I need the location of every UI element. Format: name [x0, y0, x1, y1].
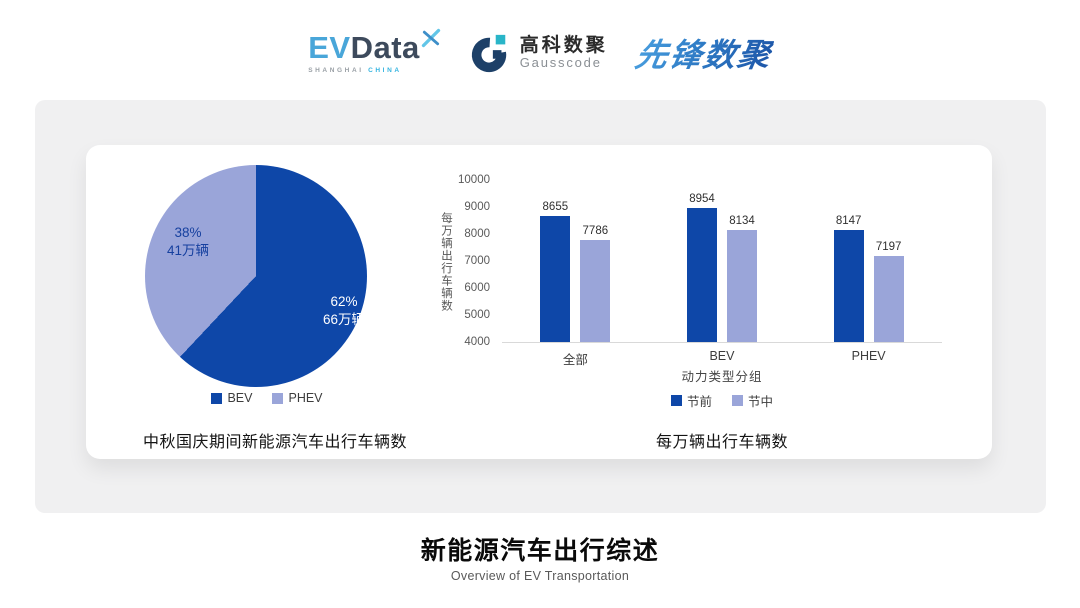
- evdata-data-text: Data: [350, 29, 420, 65]
- y-tick-label: 9000: [464, 201, 490, 213]
- y-tick-label: 7000: [464, 255, 490, 267]
- bar-value-label: 8134: [729, 215, 755, 228]
- legend-swatch-icon: [732, 395, 743, 406]
- legend-label: BEV: [227, 391, 253, 405]
- legend-swatch-icon: [272, 392, 284, 404]
- logo-evdata: EV Data SHANGHAI CHINA: [308, 28, 441, 75]
- page-subtitle: Overview of EV Transportation: [450, 569, 630, 583]
- evdata-sub-shanghai: SHANGHAI: [308, 66, 364, 74]
- bar-value-label: 8954: [689, 193, 715, 206]
- bar-y-axis-title: 每万辆出行车辆数: [440, 212, 452, 312]
- bev-pct-text: 62%: [330, 293, 358, 309]
- gausscode-cn-label: 高科数聚: [519, 34, 608, 56]
- y-tick-label: 8000: [464, 228, 490, 240]
- bar-title: 每万辆出行车辆数: [655, 434, 788, 451]
- legend-item: BEV: [211, 391, 252, 405]
- y-tick-label: 4000: [464, 336, 490, 348]
- y-tick-label: 6000: [464, 282, 490, 294]
- bar-x-axis-title: 动力类型分组: [681, 370, 763, 384]
- legend-label: PHEV: [288, 391, 323, 405]
- bar-y-axis-ticks: 4000 5000 6000 7000 8000 9000 10000: [444, 174, 490, 348]
- page-title: 新能源汽车出行综述: [420, 537, 660, 565]
- phev-pct-text: 38%: [174, 224, 202, 240]
- charts-card: 38% 41万辆 62% 66万辆 BEV PHEV 中秋国庆期间新能源汽车出行车…: [86, 145, 992, 459]
- bar-value-label: 7786: [582, 224, 609, 237]
- pie-slice-label-phev: 38% 41万辆: [167, 224, 209, 260]
- legend-label: 节前: [686, 395, 712, 409]
- legend-item: 节中: [732, 391, 773, 410]
- bar-group-全部: 8655 7786 全部: [540, 181, 611, 367]
- legend-item: PHEV: [272, 391, 323, 405]
- bar-BEV-节中: 8134: [726, 215, 757, 342]
- bar-group-PHEV: 8147 7197 PHEV: [833, 181, 904, 363]
- evdata-subtitle: SHANGHAI CHINA: [308, 66, 441, 75]
- charts-panel: 38% 41万辆 62% 66万辆 BEV PHEV 中秋国庆期间新能源汽车出行车…: [35, 100, 1046, 513]
- bev-count-text: 66万辆: [322, 312, 366, 327]
- category-label: BEV: [709, 349, 735, 363]
- gausscode-g-icon: [471, 34, 506, 73]
- bar-value-label: 7197: [875, 240, 902, 253]
- legend-swatch-icon: [211, 392, 223, 404]
- logo-xianfeng: 先锋数聚: [632, 30, 776, 76]
- header: EV Data SHANGHAI CHINA 高科数聚 Gausscode: [0, 22, 1080, 84]
- bar-全部-节前: 8655: [540, 201, 571, 342]
- phev-count-text: 41万辆: [166, 243, 210, 258]
- evdata-sub-china: CHINA: [368, 66, 402, 74]
- logo-gausscode: 高科数聚 Gausscode: [469, 32, 608, 74]
- bar-legend: 节前 节中: [502, 391, 942, 410]
- evdata-wordmark: EV Data: [308, 28, 441, 65]
- bar-plot: 8655 7786 全部 8954 8134 BEV 8147 7197 PHEV: [502, 181, 942, 367]
- y-tick-label: 10000: [458, 174, 490, 186]
- legend-swatch-icon: [670, 395, 682, 406]
- category-label: PHEV: [851, 349, 886, 363]
- bar-PHEV-节中: 7197: [873, 241, 904, 342]
- evdata-ev-text: EV: [308, 29, 351, 65]
- bar-group-BEV: 8954 8134 BEV: [686, 181, 757, 363]
- bar-全部-节中: 7786: [580, 225, 611, 342]
- bar-value-label: 8147: [835, 215, 862, 228]
- bar-PHEV-节前: 8147: [833, 215, 864, 342]
- gausscode-text: 高科数聚 Gausscode: [520, 35, 608, 72]
- y-tick-label: 5000: [464, 309, 490, 321]
- legend-item: 节前: [670, 391, 712, 410]
- evdata-x-icon: [421, 28, 440, 47]
- bar-value-label: 8655: [542, 201, 569, 214]
- bar-BEV-节前: 8954: [686, 193, 717, 342]
- pie-legend: BEV PHEV: [86, 391, 448, 405]
- legend-label: 节中: [748, 395, 774, 409]
- category-label: 全部: [562, 353, 588, 367]
- gausscode-en-label: Gausscode: [519, 55, 602, 71]
- pie-graphic: [145, 165, 367, 387]
- pie-slice-label-bev: 62% 66万辆: [323, 293, 365, 329]
- pie-title: 中秋国庆期间新能源汽车出行车辆数: [142, 434, 407, 451]
